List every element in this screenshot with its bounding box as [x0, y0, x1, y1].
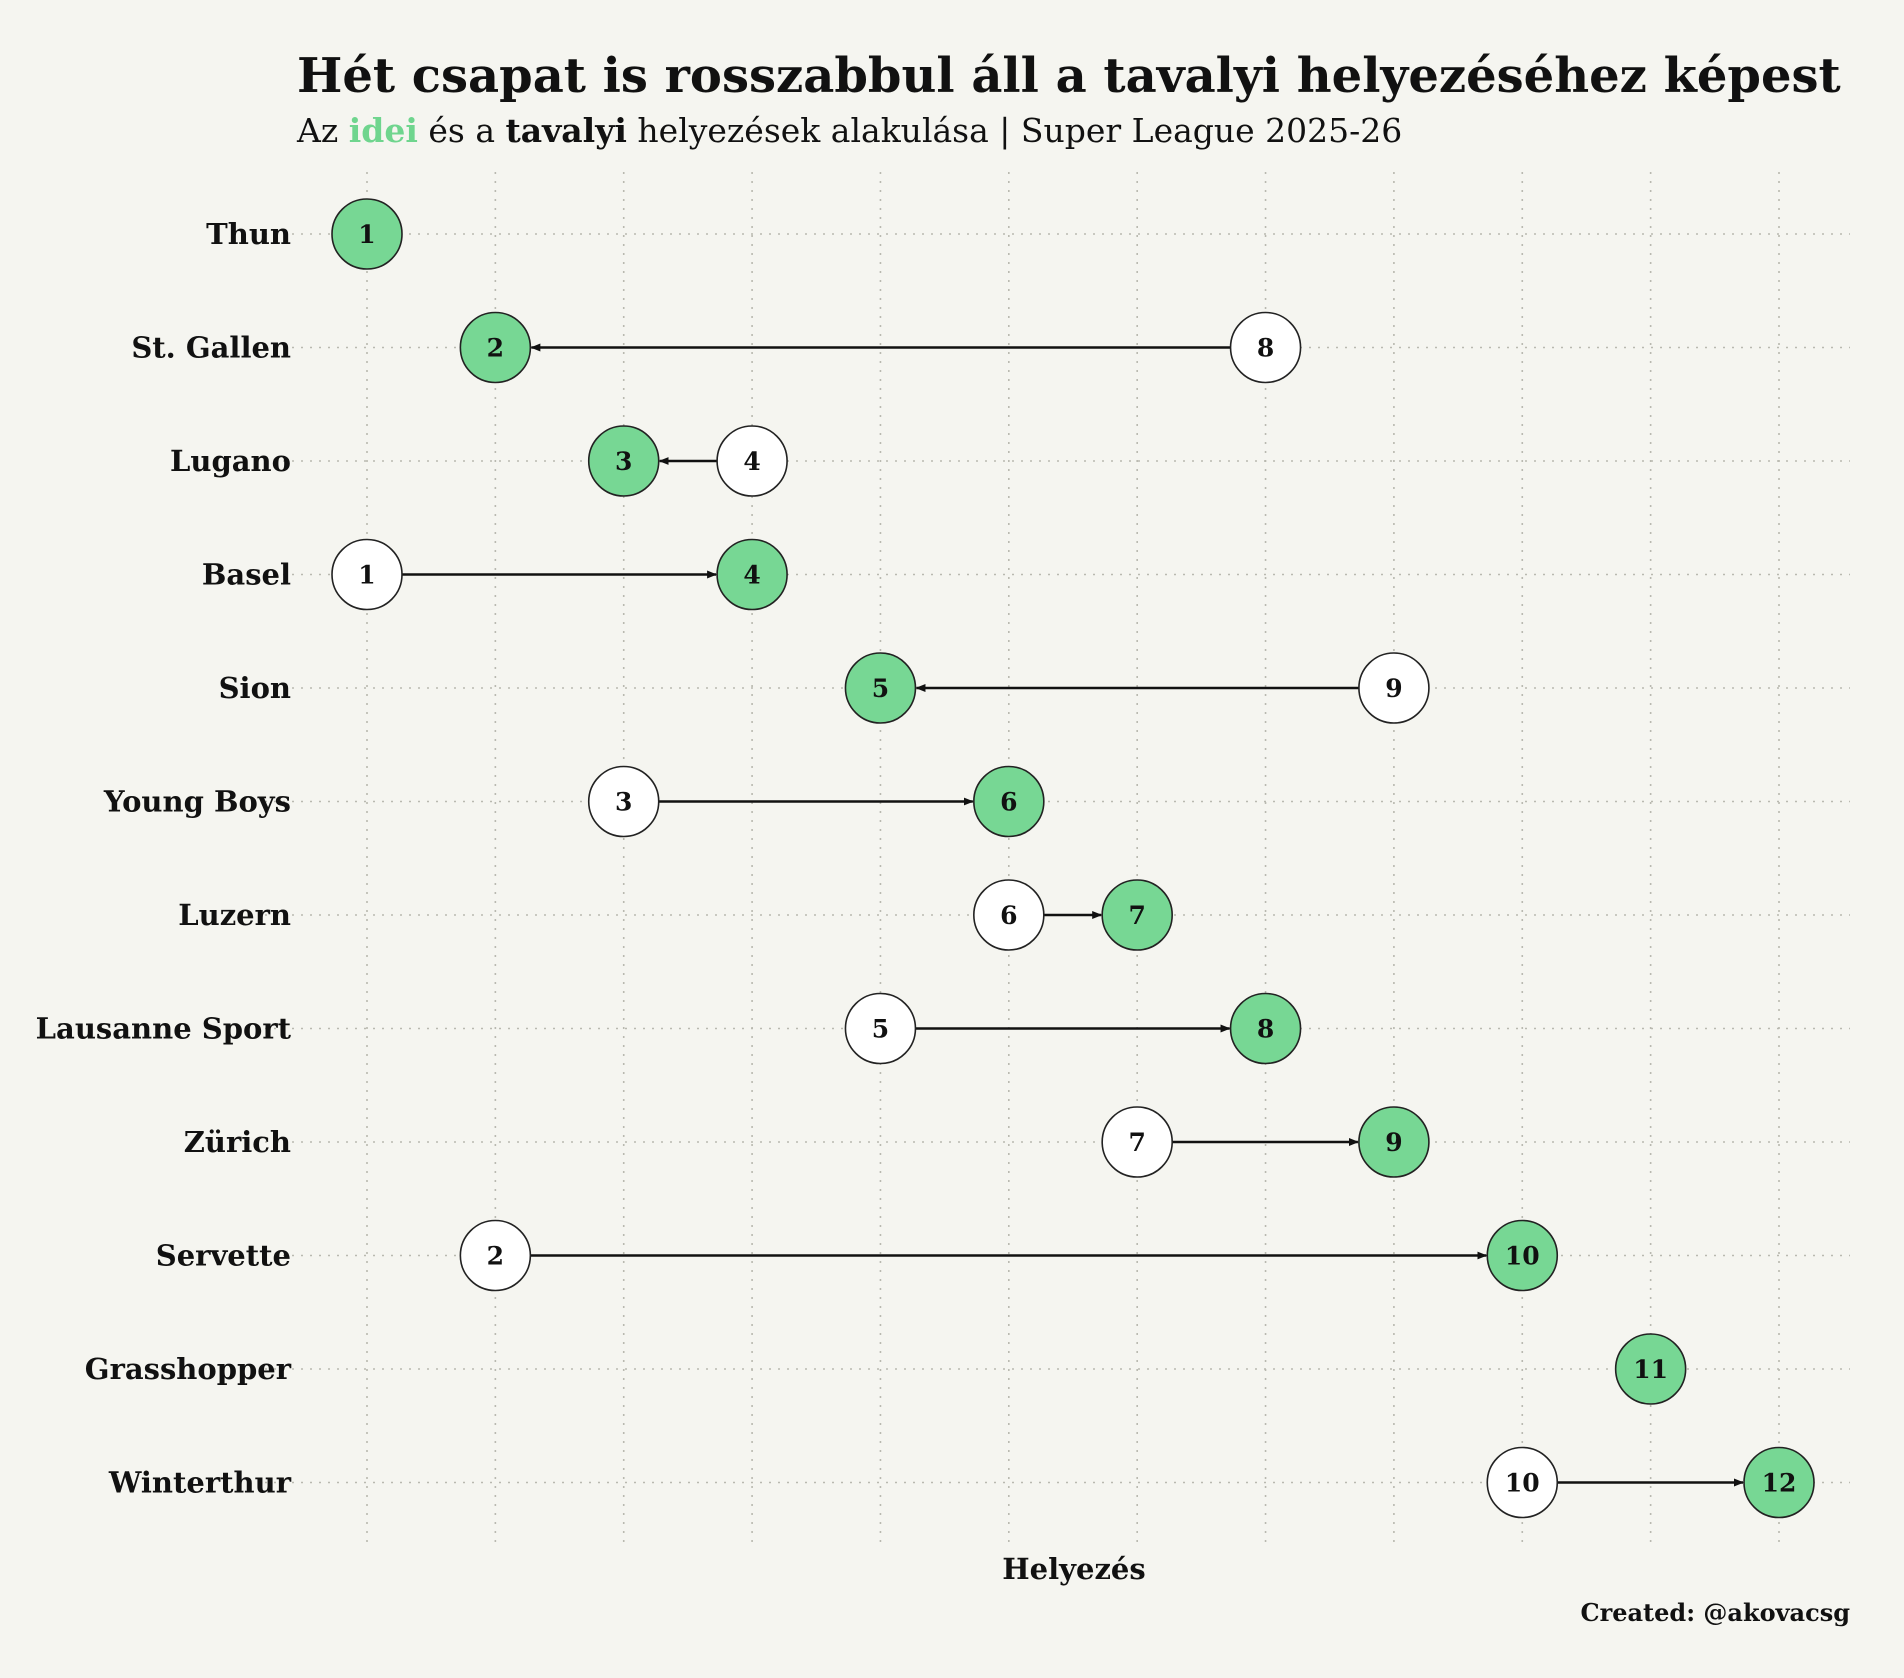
previous-rank-marker-sion: 9 [1358, 652, 1430, 724]
grid-vertical [366, 172, 1780, 1548]
team-label-grasshopper: Grasshopper [85, 1352, 292, 1386]
chart-title: Hét csapat is rosszabbul áll a tavalyi h… [297, 48, 1841, 104]
previous-rank-text-st-gallen: 8 [1257, 334, 1274, 363]
current-rank-text-thun: 1 [358, 220, 375, 249]
previous-rank-text-lausanne-sport: 5 [872, 1015, 889, 1044]
previous-rank-marker-basel: 1 [331, 538, 403, 611]
rank-markers: 1 8 2 4 3 1 4 9 5 3 6 6 7 5 8 7 9 2 10 11 10 12 [331, 198, 1815, 1519]
previous-rank-marker-servette: 2 [459, 1219, 532, 1292]
team-label-sion: Sion [219, 671, 291, 705]
team-label-st-gallen: St. Gallen [131, 331, 291, 365]
previous-rank-text-winterthur: 10 [1505, 1469, 1540, 1498]
subtitle-prefix: Az [296, 111, 349, 150]
current-rank-marker-luzern: 7 [1101, 879, 1173, 951]
grid-horizontal [265, 233, 1850, 1484]
x-axis-label: Helyezés [1002, 1552, 1145, 1586]
previous-rank-text-luzern: 6 [1000, 901, 1017, 930]
current-rank-circle-st-gallen [459, 311, 532, 384]
current-rank-circle-basel [716, 538, 788, 611]
current-rank-circle-servette [1486, 1219, 1559, 1292]
current-rank-marker-st-gallen: 2 [459, 311, 532, 384]
current-rank-text-lausanne-sport: 8 [1257, 1015, 1274, 1044]
subtitle-previous-word: tavalyi [505, 111, 626, 150]
previous-rank-marker-winterthur: 10 [1486, 1446, 1559, 1519]
change-arrows [402, 343, 1744, 1487]
current-rank-text-servette: 10 [1505, 1242, 1540, 1271]
current-rank-text-winterthur: 12 [1762, 1469, 1797, 1498]
team-label-basel: Basel [202, 558, 291, 592]
team-label-z-rich: Zürich [184, 1125, 291, 1159]
team-label-luzern: Luzern [178, 898, 291, 932]
current-rank-circle-winterthur [1743, 1446, 1815, 1519]
current-rank-circle-lugano [587, 425, 660, 497]
current-rank-circle-luzern [1101, 879, 1173, 951]
current-rank-marker-z-rich: 9 [1358, 1106, 1430, 1178]
current-rank-text-luzern: 7 [1128, 901, 1145, 930]
current-rank-circle-lausanne-sport [1229, 992, 1302, 1065]
current-rank-text-young-boys: 6 [1000, 788, 1017, 817]
previous-rank-marker-lausanne-sport: 5 [844, 992, 917, 1065]
previous-rank-circle-sion [1358, 652, 1430, 724]
team-labels: Thun St. Gallen Lugano Basel Sion Young Boys L… [36, 217, 292, 1500]
previous-rank-circle-servette [459, 1219, 532, 1292]
previous-rank-circle-luzern [973, 879, 1045, 951]
chart-subtitle: Az idei és a tavalyi helyezések alakulás… [296, 111, 1402, 150]
current-rank-text-z-rich: 9 [1385, 1128, 1402, 1157]
previous-rank-circle-young-boys [587, 765, 660, 838]
previous-rank-circle-st-gallen [1229, 311, 1302, 384]
current-rank-marker-young-boys: 6 [973, 765, 1045, 838]
current-rank-marker-grasshopper: 11 [1614, 1333, 1687, 1405]
previous-rank-circle-winterthur [1486, 1446, 1559, 1519]
team-label-lugano: Lugano [170, 444, 291, 478]
current-rank-circle-thun [331, 198, 403, 270]
current-rank-marker-lausanne-sport: 8 [1229, 992, 1302, 1065]
previous-rank-circle-z-rich [1101, 1106, 1173, 1178]
previous-rank-marker-luzern: 6 [973, 879, 1045, 951]
previous-rank-text-sion: 9 [1385, 674, 1402, 703]
subtitle-current-word: idei [349, 111, 418, 150]
previous-rank-marker-young-boys: 3 [587, 765, 660, 838]
current-rank-circle-sion [844, 652, 917, 724]
current-rank-marker-basel: 4 [716, 538, 788, 611]
previous-rank-circle-lugano [716, 425, 788, 497]
current-rank-marker-lugano: 3 [587, 425, 660, 497]
current-rank-text-lugano: 3 [615, 447, 632, 476]
current-rank-text-st-gallen: 2 [487, 334, 504, 363]
current-rank-marker-sion: 5 [844, 652, 917, 724]
current-rank-marker-winterthur: 12 [1743, 1446, 1815, 1519]
subtitle-middle: és a [418, 111, 506, 150]
current-rank-marker-thun: 1 [331, 198, 403, 270]
credit-text: Created: @akovacsg [1580, 1598, 1850, 1627]
previous-rank-marker-lugano: 4 [716, 425, 788, 497]
previous-rank-text-z-rich: 7 [1128, 1128, 1145, 1157]
previous-rank-circle-basel [331, 538, 403, 611]
subtitle-suffix: helyezések alakulása | Super League 2025… [627, 111, 1402, 150]
previous-rank-marker-z-rich: 7 [1101, 1106, 1173, 1178]
current-rank-text-sion: 5 [872, 674, 889, 703]
team-label-thun: Thun [206, 217, 291, 251]
current-rank-circle-grasshopper [1614, 1333, 1687, 1405]
current-rank-circle-young-boys [973, 765, 1045, 838]
previous-rank-text-young-boys: 3 [615, 788, 632, 817]
previous-rank-text-lugano: 4 [743, 447, 760, 476]
previous-rank-text-servette: 2 [487, 1242, 504, 1271]
previous-rank-marker-st-gallen: 8 [1229, 311, 1302, 384]
team-label-young-boys: Young Boys [103, 785, 291, 819]
team-label-servette: Servette [156, 1239, 291, 1273]
team-label-lausanne-sport: Lausanne Sport [36, 1012, 292, 1046]
team-label-winterthur: Winterthur [108, 1466, 292, 1500]
current-rank-circle-z-rich [1358, 1106, 1430, 1178]
current-rank-text-basel: 4 [743, 561, 760, 590]
previous-rank-circle-lausanne-sport [844, 992, 917, 1065]
current-rank-text-grasshopper: 11 [1633, 1355, 1668, 1384]
previous-rank-text-basel: 1 [358, 561, 375, 590]
current-rank-marker-servette: 10 [1486, 1219, 1559, 1292]
